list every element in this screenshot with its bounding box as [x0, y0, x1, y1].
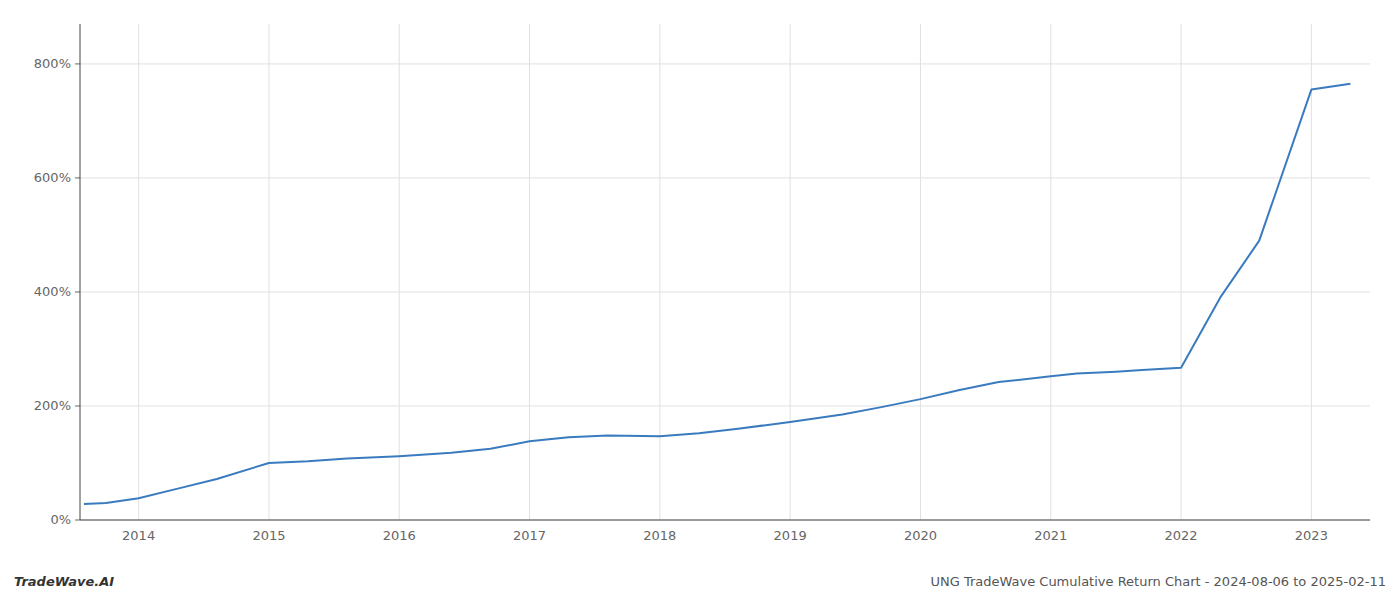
- y-tick: [75, 520, 80, 521]
- x-tick-label: 2021: [1034, 528, 1067, 543]
- y-tick-label: 800%: [34, 56, 71, 71]
- x-grid-line: [790, 24, 791, 520]
- axes: 0% 200% 400% 600% 800% 2014 2015 2016 2017 2018 20…: [34, 24, 1370, 543]
- y-tick-label: 0%: [50, 512, 71, 527]
- y-grid-line: [80, 405, 1370, 406]
- title: UNG TradeWave Cumulative Return Chart - …: [930, 574, 1386, 589]
- chart: 0% 200% 400% 600% 800% 2014 2015 2016 2017 2018 20…: [0, 0, 1400, 600]
- y-tick: [75, 177, 80, 178]
- x-tick-label: 2023: [1295, 528, 1328, 543]
- x-tick-label: 2019: [774, 528, 807, 543]
- x-tick-label: 2016: [383, 528, 416, 543]
- x-tick-label: 2018: [643, 528, 676, 543]
- x-tick-label: 2015: [252, 528, 285, 543]
- x-grid-line: [529, 24, 530, 520]
- y-grid-line: [80, 520, 1370, 521]
- grid: [80, 24, 1370, 520]
- y-tick-label: 600%: [34, 170, 71, 185]
- y-tick-label: 200%: [34, 398, 71, 413]
- return-line: [84, 84, 1351, 504]
- y-grid-line: [80, 291, 1370, 292]
- x-tick-label: 2020: [904, 528, 937, 543]
- y-grid-line: [80, 177, 1370, 178]
- x-tick-label: 2017: [513, 528, 546, 543]
- x-tick-label: 2014: [122, 528, 155, 543]
- x-tick-label: 2022: [1165, 528, 1198, 543]
- y-tick-label: 400%: [34, 284, 71, 299]
- y-axis-line: [80, 24, 81, 520]
- x-axis-line: [80, 520, 1370, 521]
- x-grid-line: [268, 24, 269, 520]
- watermark: TradeWave.AI: [14, 574, 114, 589]
- x-grid-line: [1181, 24, 1182, 520]
- plot-data: [84, 84, 1351, 504]
- x-grid-line: [659, 24, 660, 520]
- footer: TradeWave.AI UNG TradeWave Cumulative Ret…: [14, 574, 1386, 589]
- x-grid-line: [1311, 24, 1312, 520]
- x-grid-line: [138, 24, 139, 520]
- x-grid-line: [1050, 24, 1051, 520]
- x-grid-line: [399, 24, 400, 520]
- y-tick: [75, 291, 80, 292]
- y-grid-line: [80, 63, 1370, 64]
- y-tick: [75, 405, 80, 406]
- y-tick: [75, 63, 80, 64]
- x-grid-line: [920, 24, 921, 520]
